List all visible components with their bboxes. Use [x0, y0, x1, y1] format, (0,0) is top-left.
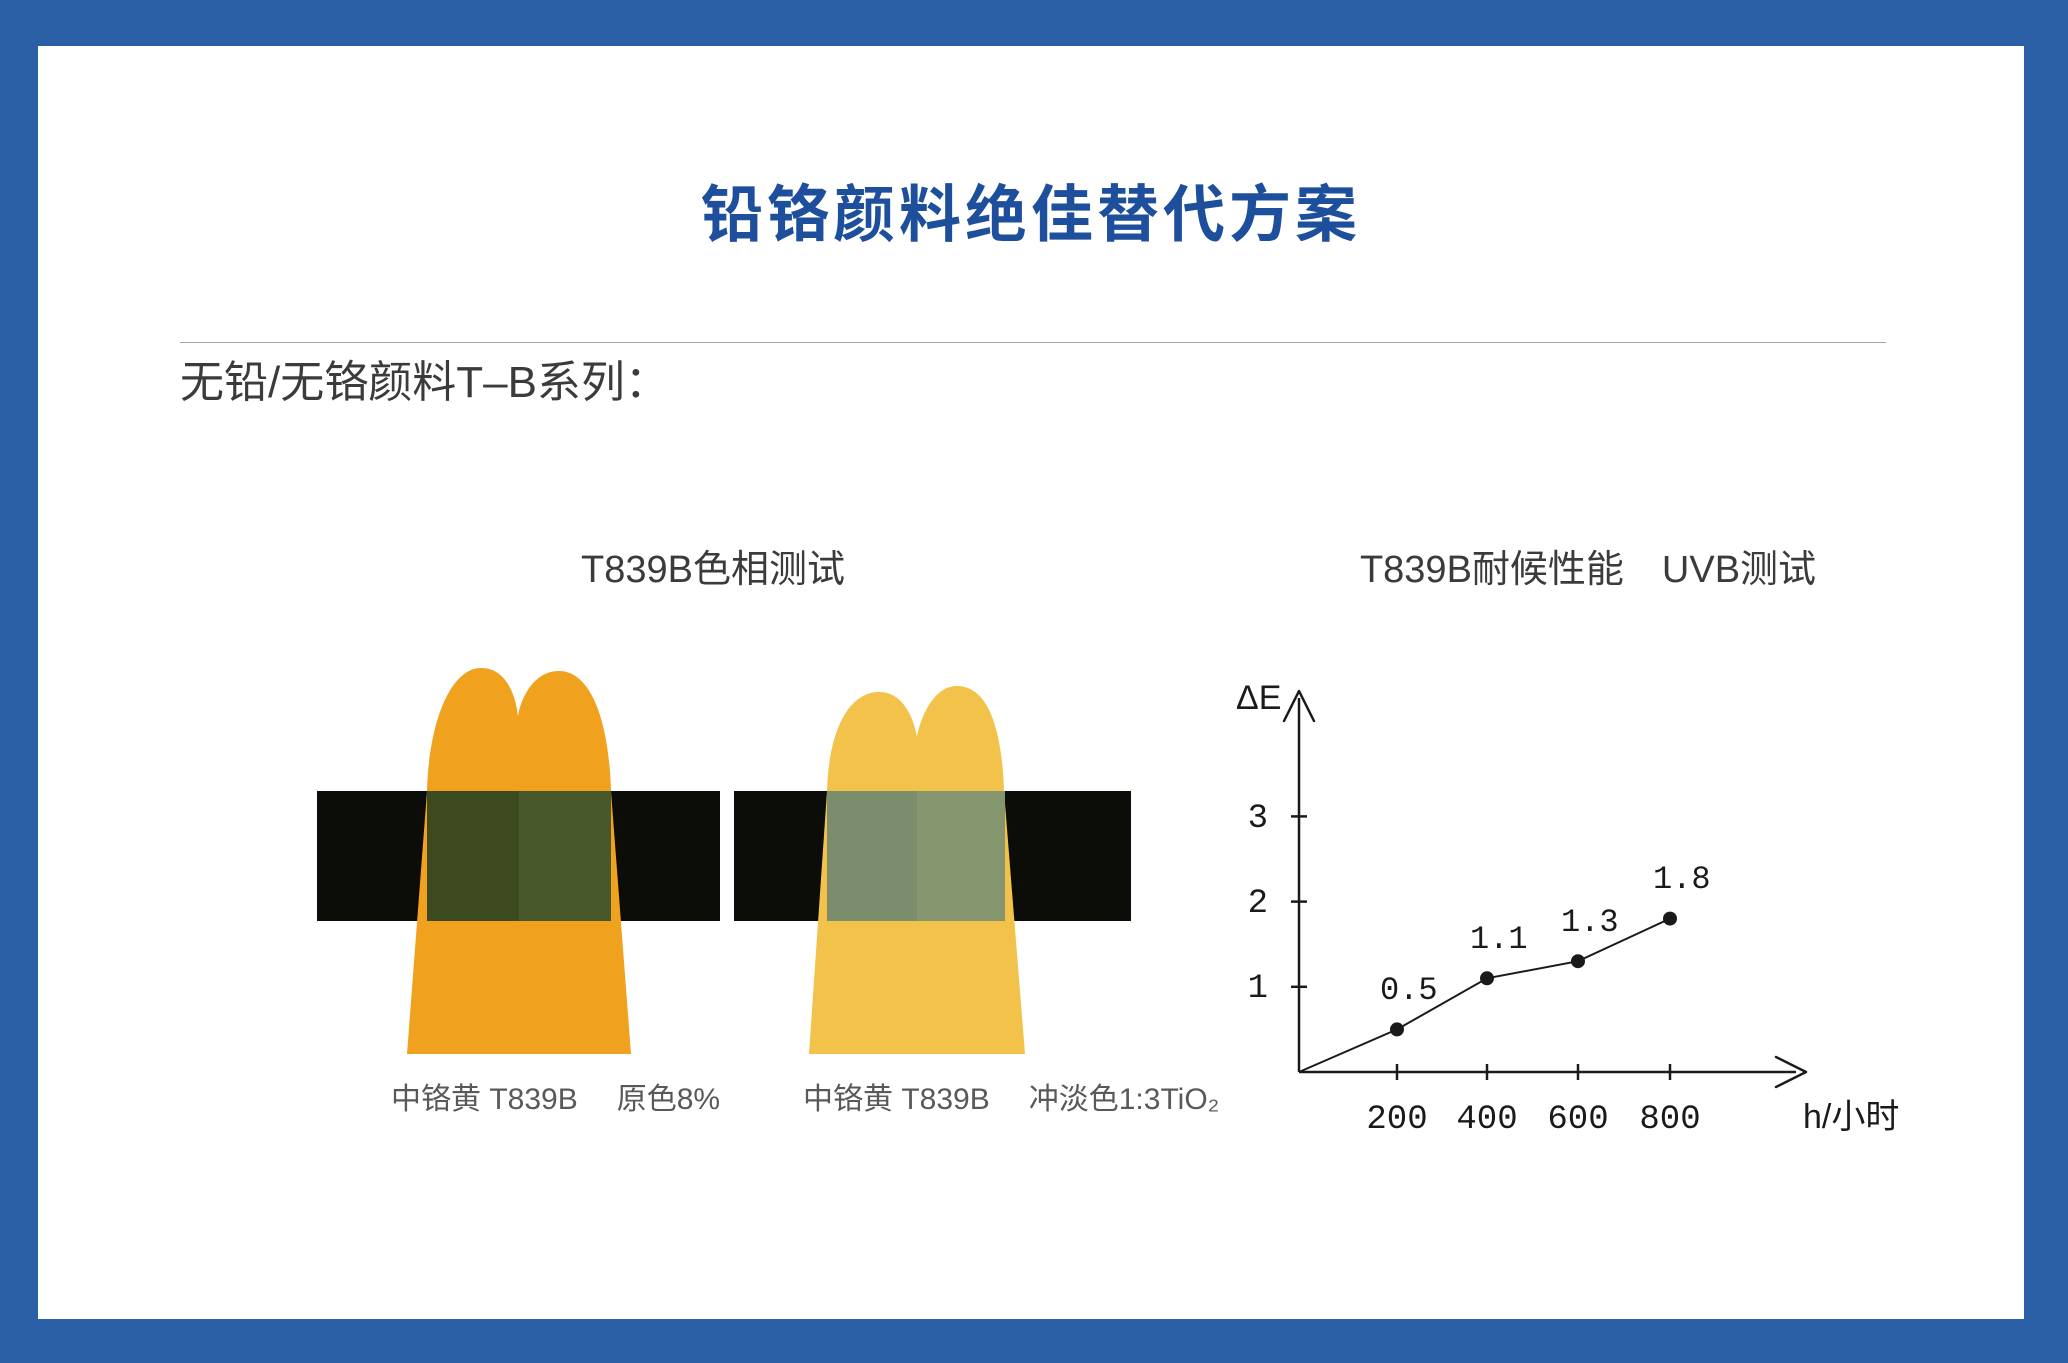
- svg-text:2: 2: [1248, 885, 1268, 923]
- svg-text:3: 3: [1248, 800, 1268, 838]
- svg-text:1.3: 1.3: [1561, 904, 1619, 941]
- svg-text:600: 600: [1547, 1101, 1608, 1139]
- svg-text:1: 1: [1248, 970, 1268, 1008]
- svg-text:1.1: 1.1: [1470, 921, 1528, 958]
- svg-text:400: 400: [1456, 1101, 1517, 1139]
- svg-text:0.5: 0.5: [1380, 972, 1438, 1009]
- svg-text:ΔE: ΔE: [1236, 679, 1281, 717]
- svg-text:800: 800: [1639, 1101, 1700, 1139]
- svg-text:200: 200: [1366, 1101, 1427, 1139]
- svg-text:1.8: 1.8: [1653, 861, 1711, 898]
- svg-text:h/小时: h/小时: [1803, 1098, 1899, 1136]
